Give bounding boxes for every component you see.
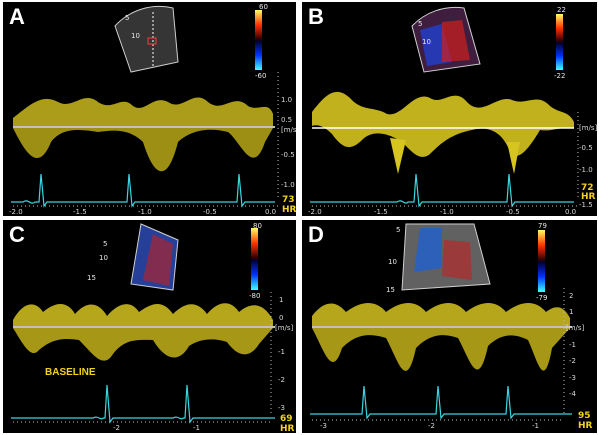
colorbar-top-label: 22 bbox=[557, 6, 566, 14]
colorbar bbox=[556, 14, 563, 70]
panel-label: A bbox=[9, 4, 25, 29]
baseline-annotation: BASELINE bbox=[45, 367, 96, 378]
panel-c: 1 0 [m/s] -1 -2 -3 -2 -1 80 -80 5 10 15 … bbox=[3, 220, 296, 433]
doppler-spectrum bbox=[312, 91, 574, 174]
panel-a: 1.0 0.5 [m/s] -0.5 -1.0 -2.0 -1.5 -1.0 -… bbox=[3, 2, 296, 216]
x-tick: -2 bbox=[428, 422, 435, 430]
y-tick: -1.5 bbox=[579, 201, 593, 209]
y-tick: 2 bbox=[569, 292, 573, 300]
panel-d: 2 1 [m/s] -1 -2 -3 -4 -3 -2 -1 79 -79 5 … bbox=[302, 220, 597, 433]
depth-tick: 5 bbox=[103, 240, 107, 248]
depth-tick: 15 bbox=[87, 274, 96, 282]
x-tick: -1 bbox=[532, 422, 539, 430]
panel-label: C bbox=[9, 222, 25, 247]
color-flow bbox=[143, 234, 173, 286]
panel-b: [m/s] -0.5 -1.0 -1.5 -2.0 -1.5 -1.0 -0.5… bbox=[302, 2, 597, 216]
y-tick: 1.0 bbox=[281, 96, 292, 104]
sector-outline bbox=[114, 5, 179, 73]
color-flow bbox=[414, 228, 442, 272]
y-tick: [m/s] bbox=[281, 126, 296, 134]
color-flow bbox=[442, 240, 472, 280]
hr-label: HR bbox=[280, 424, 295, 433]
x-tick: -2.0 bbox=[9, 208, 23, 216]
y-tick: -3 bbox=[278, 404, 285, 412]
y-tick: -1.0 bbox=[281, 181, 295, 189]
y-tick: [m/s] bbox=[275, 324, 294, 332]
y-tick: -4 bbox=[569, 390, 577, 398]
doppler-spectrum bbox=[312, 303, 570, 371]
y-tick: -3 bbox=[569, 374, 576, 382]
hr-value: 72 bbox=[581, 183, 594, 193]
colorbar-top-label: 80 bbox=[253, 222, 262, 230]
colorbar bbox=[538, 230, 545, 292]
hr-value: 95 bbox=[578, 411, 591, 421]
sample-gate bbox=[147, 37, 157, 45]
x-tick: -1.0 bbox=[138, 208, 152, 216]
colorbar-top-label: 79 bbox=[538, 222, 547, 230]
y-tick: -1.0 bbox=[579, 166, 593, 174]
y-tick: -0.5 bbox=[281, 151, 295, 159]
hr-label: HR bbox=[578, 421, 593, 431]
x-tick: -2 bbox=[113, 424, 120, 432]
colorbar-bottom-label: -22 bbox=[554, 72, 565, 80]
panel-label: D bbox=[308, 222, 324, 247]
sector-outline bbox=[411, 6, 481, 73]
ecg-trace bbox=[11, 173, 275, 208]
x-tick: 0.0 bbox=[265, 208, 276, 216]
sector-outline bbox=[130, 223, 179, 291]
depth-tick: 5 bbox=[418, 20, 422, 28]
x-tick: -1 bbox=[193, 424, 200, 432]
hr-value: 69 bbox=[280, 414, 293, 424]
hr-label: HR bbox=[282, 205, 296, 215]
x-tick: -1.5 bbox=[374, 208, 388, 216]
depth-tick: 15 bbox=[386, 286, 395, 294]
colorbar-bottom-label: -79 bbox=[536, 294, 547, 302]
doppler-spectrum bbox=[13, 303, 273, 361]
x-tick: -2.0 bbox=[308, 208, 322, 216]
doppler-spectrum bbox=[13, 97, 273, 172]
panel-label: B bbox=[308, 4, 324, 29]
y-tick: 1 bbox=[279, 296, 283, 304]
depth-tick: 5 bbox=[125, 14, 129, 22]
panel-a-graphics: 1.0 0.5 [m/s] -0.5 -1.0 -2.0 -1.5 -1.0 -… bbox=[9, 3, 296, 216]
hr-value: 73 bbox=[282, 195, 295, 205]
colorbar-bottom-label: -60 bbox=[255, 72, 266, 80]
x-tick: -0.5 bbox=[203, 208, 217, 216]
panel-d-graphics: 2 1 [m/s] -1 -2 -3 -4 -3 -2 -1 79 -79 5 … bbox=[310, 222, 593, 431]
ecg-trace bbox=[11, 384, 275, 424]
color-flow bbox=[442, 20, 470, 62]
y-tick: [m/s] bbox=[566, 324, 585, 332]
depth-tick: 10 bbox=[99, 254, 108, 262]
x-tick: -1.0 bbox=[440, 208, 454, 216]
x-tick: 0.0 bbox=[565, 208, 576, 216]
hr-label: HR bbox=[581, 192, 596, 202]
ecg-trace bbox=[310, 173, 574, 208]
colorbar bbox=[251, 228, 258, 290]
panel-b-graphics: [m/s] -0.5 -1.0 -1.5 -2.0 -1.5 -1.0 -0.5… bbox=[308, 6, 597, 216]
sector-image bbox=[115, 6, 178, 72]
y-tick: 0 bbox=[279, 314, 283, 322]
x-tick: -3 bbox=[320, 422, 327, 430]
y-tick: 1 bbox=[569, 308, 573, 316]
y-tick: -2 bbox=[569, 357, 576, 365]
colorbar bbox=[255, 10, 262, 70]
y-tick: 0.5 bbox=[281, 116, 292, 124]
y-tick: -1 bbox=[569, 341, 576, 349]
colorbar-bottom-label: -80 bbox=[249, 292, 260, 300]
y-tick: -0.5 bbox=[579, 144, 593, 152]
y-tick: -1 bbox=[278, 348, 285, 356]
y-tick: -2 bbox=[278, 376, 285, 384]
depth-tick: 5 bbox=[396, 226, 400, 234]
ecg-trace bbox=[310, 385, 572, 420]
depth-tick: 10 bbox=[388, 258, 397, 266]
panel-c-graphics: 1 0 [m/s] -1 -2 -3 -2 -1 80 -80 5 10 15 … bbox=[11, 222, 295, 433]
depth-tick: 10 bbox=[422, 38, 431, 46]
depth-tick: 10 bbox=[131, 32, 140, 40]
y-tick: [m/s] bbox=[579, 124, 597, 132]
sector-outline bbox=[401, 223, 491, 291]
x-tick: -1.5 bbox=[73, 208, 87, 216]
colorbar-top-label: 60 bbox=[259, 3, 268, 11]
x-tick: -0.5 bbox=[506, 208, 520, 216]
